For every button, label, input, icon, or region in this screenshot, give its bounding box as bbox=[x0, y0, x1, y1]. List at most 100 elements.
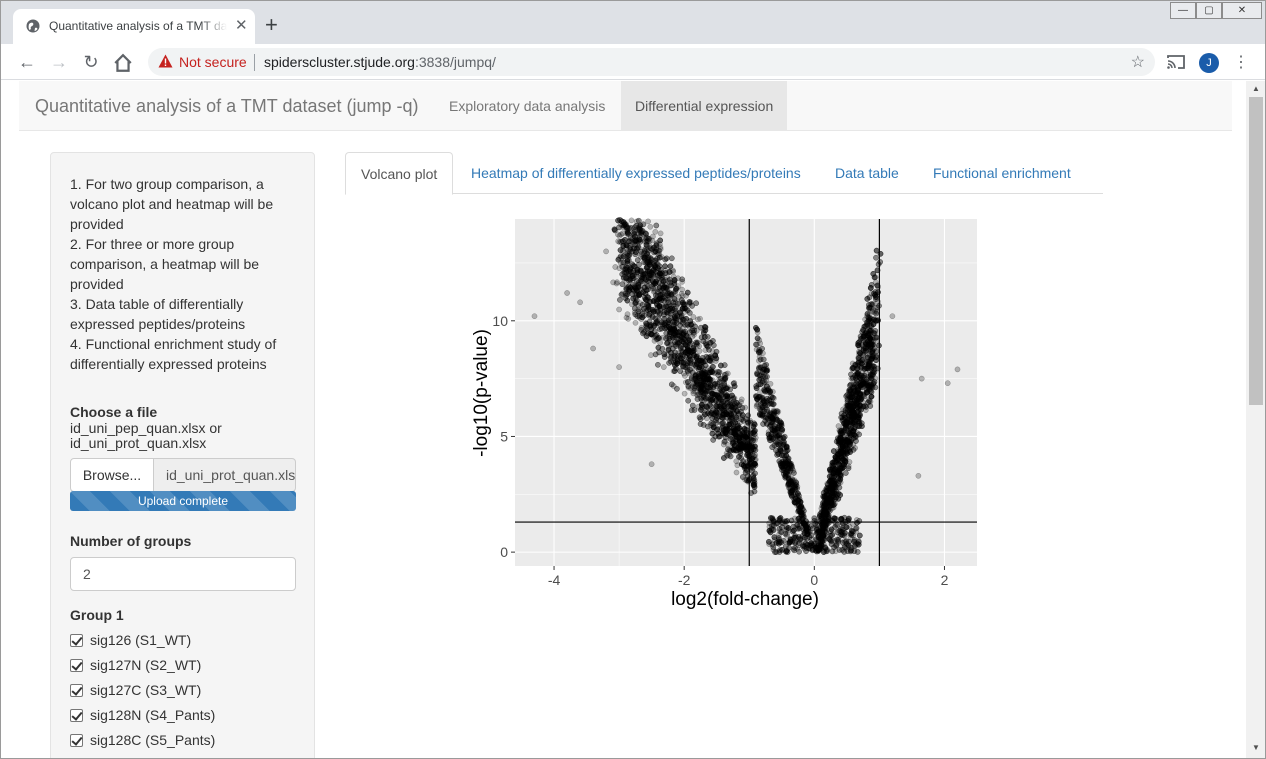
profile-avatar[interactable]: J bbox=[1199, 53, 1219, 73]
data-point bbox=[790, 483, 796, 490]
data-point bbox=[695, 316, 701, 323]
checkbox-icon[interactable] bbox=[70, 709, 83, 722]
data-point bbox=[769, 420, 776, 427]
data-point bbox=[662, 267, 669, 274]
data-point bbox=[726, 452, 732, 458]
not-secure-label[interactable]: Not secure bbox=[179, 54, 247, 70]
data-point bbox=[619, 290, 626, 297]
data-point bbox=[669, 334, 676, 340]
group1-checkbox[interactable]: sig128C (S5_Pants) bbox=[70, 730, 215, 750]
data-point bbox=[778, 464, 785, 471]
data-point bbox=[739, 405, 746, 411]
data-point bbox=[839, 456, 846, 463]
back-icon[interactable]: ← bbox=[18, 52, 36, 72]
data-point bbox=[835, 539, 842, 545]
tab-functional-enrichment[interactable]: Functional enrichment bbox=[933, 165, 1071, 181]
close-tab-icon[interactable]: ✕ bbox=[235, 17, 248, 34]
data-point bbox=[785, 527, 792, 533]
forward-icon[interactable]: → bbox=[50, 52, 68, 72]
data-point bbox=[867, 398, 874, 405]
data-point bbox=[862, 348, 869, 355]
data-point bbox=[856, 422, 863, 429]
data-point bbox=[859, 399, 866, 405]
data-point bbox=[688, 365, 695, 372]
data-point bbox=[856, 344, 863, 351]
data-point bbox=[789, 464, 795, 471]
data-point bbox=[778, 463, 785, 470]
data-point bbox=[846, 387, 853, 394]
data-point bbox=[825, 490, 831, 497]
more-menu-icon[interactable]: ⋮ bbox=[1233, 54, 1249, 71]
data-point bbox=[634, 226, 641, 233]
data-point bbox=[842, 470, 849, 476]
data-point bbox=[673, 317, 679, 324]
data-point bbox=[857, 333, 864, 340]
checkbox-icon[interactable] bbox=[70, 634, 83, 647]
group1-checkbox[interactable]: sig128N (S4_Pants) bbox=[70, 705, 215, 725]
group1-checkbox[interactable]: sig127C (S3_WT) bbox=[70, 680, 201, 700]
data-point bbox=[850, 532, 856, 539]
new-tab-icon[interactable]: + bbox=[265, 12, 278, 37]
minimize-icon[interactable]: — bbox=[1170, 2, 1196, 19]
num-groups-input[interactable]: 2 bbox=[70, 557, 296, 591]
data-point bbox=[856, 371, 862, 378]
data-point bbox=[655, 252, 662, 258]
data-point bbox=[665, 302, 672, 309]
group1-checkbox[interactable]: sig127N (S2_WT) bbox=[70, 655, 201, 675]
data-point bbox=[842, 443, 849, 450]
tab-heatmap[interactable]: Heatmap of differentially expressed pept… bbox=[471, 165, 801, 181]
home-icon[interactable] bbox=[113, 53, 133, 73]
data-point bbox=[699, 376, 705, 383]
nav-exploratory[interactable]: Exploratory data analysis bbox=[449, 98, 606, 114]
cast-icon[interactable] bbox=[1167, 54, 1185, 70]
url-text[interactable]: spiderscluster.stjude.org:3838/jumpq/ bbox=[264, 54, 496, 70]
data-point bbox=[838, 450, 845, 456]
data-point bbox=[617, 297, 623, 303]
data-point bbox=[708, 410, 715, 417]
data-point bbox=[845, 427, 851, 434]
nav-differential[interactable]: Differential expression bbox=[621, 81, 788, 131]
checkbox-icon[interactable] bbox=[70, 734, 83, 747]
close-window-icon[interactable]: ✕ bbox=[1222, 2, 1262, 19]
reload-icon[interactable]: ↻ bbox=[83, 52, 99, 72]
data-point bbox=[780, 442, 786, 448]
data-point bbox=[701, 403, 708, 410]
data-point bbox=[655, 268, 662, 274]
data-point bbox=[646, 322, 653, 328]
data-point bbox=[828, 505, 835, 512]
data-point bbox=[657, 230, 664, 237]
tab-data-table[interactable]: Data table bbox=[835, 165, 899, 181]
bookmark-star-icon[interactable]: ☆ bbox=[1130, 54, 1145, 71]
data-point bbox=[825, 485, 832, 492]
checkbox-label: sig127N (S2_WT) bbox=[90, 657, 202, 673]
data-point bbox=[637, 267, 644, 274]
browser-tab[interactable]: Quantitative analysis of a TMT dataset (… bbox=[13, 9, 255, 44]
data-point bbox=[689, 325, 696, 332]
data-point bbox=[623, 252, 630, 259]
data-point bbox=[680, 345, 686, 352]
data-point bbox=[868, 372, 874, 379]
data-point bbox=[773, 439, 779, 446]
data-point bbox=[707, 387, 714, 394]
data-point bbox=[800, 512, 806, 519]
data-point bbox=[615, 238, 622, 245]
data-point bbox=[781, 455, 788, 461]
data-point bbox=[818, 536, 825, 543]
data-point bbox=[763, 387, 770, 393]
address-bar[interactable]: Not secure spiderscluster.stjude.org:383… bbox=[148, 48, 1155, 76]
data-point bbox=[662, 325, 669, 332]
data-point bbox=[703, 374, 710, 381]
file-name-field[interactable]: id_uni_prot_quan.xlsx bbox=[154, 458, 296, 492]
checkbox-icon[interactable] bbox=[70, 684, 83, 697]
data-point bbox=[659, 290, 666, 296]
checkbox-icon[interactable] bbox=[70, 659, 83, 672]
tab-volcano-plot[interactable]: Volcano plot bbox=[345, 152, 454, 195]
group1-checkbox[interactable]: sig126 (S1_WT) bbox=[70, 630, 191, 650]
browse-button[interactable]: Browse... bbox=[70, 458, 154, 492]
data-point bbox=[698, 388, 705, 394]
data-point bbox=[856, 380, 863, 387]
maximize-icon[interactable]: ▢ bbox=[1196, 2, 1222, 19]
data-point bbox=[776, 451, 783, 458]
data-point bbox=[638, 232, 645, 239]
data-point bbox=[827, 532, 834, 539]
